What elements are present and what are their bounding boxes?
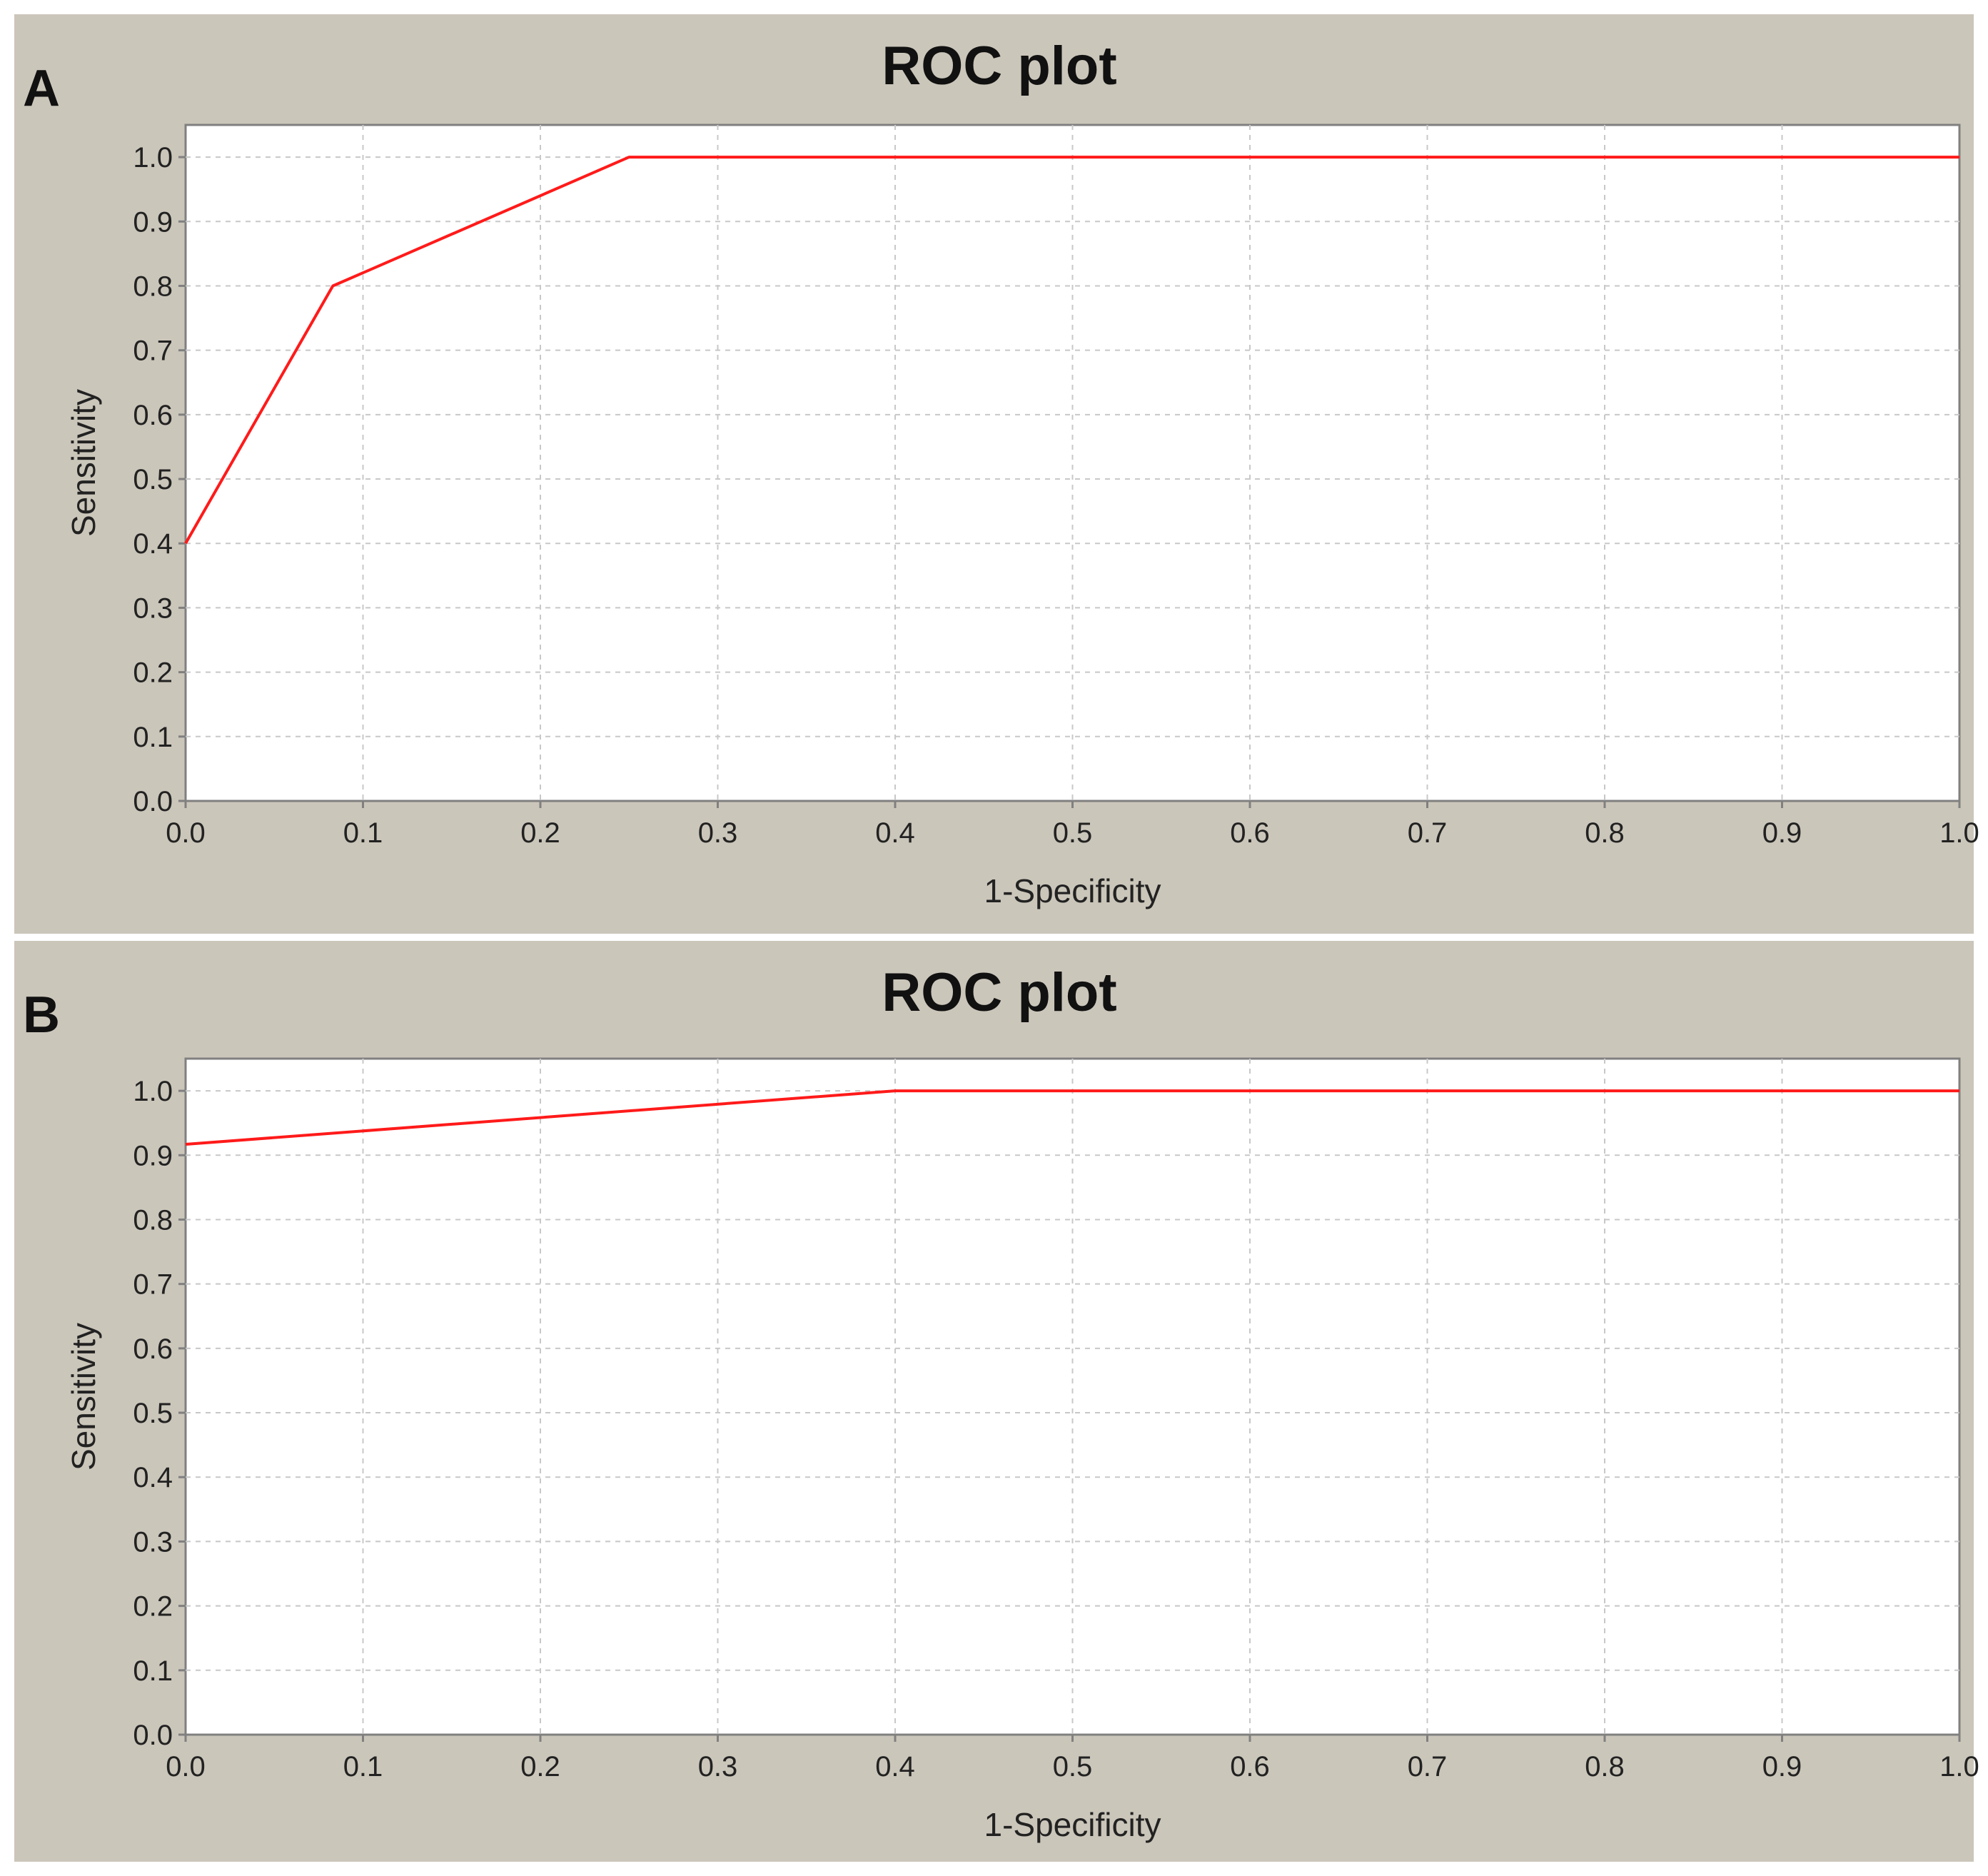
x-tick-label: 0.0: [166, 817, 206, 849]
x-tick-label: 0.4: [875, 817, 915, 849]
y-tick-label: 0.7: [133, 1269, 173, 1301]
y-tick-label: 0.9: [133, 206, 173, 238]
x-tick-label: 0.7: [1408, 817, 1448, 849]
x-tick-label: 0.7: [1408, 1751, 1448, 1782]
x-tick-label: 0.1: [343, 817, 383, 849]
panel-label: A: [23, 60, 60, 117]
x-tick-label: 0.1: [343, 1751, 383, 1782]
x-tick-label: 0.0: [166, 1751, 206, 1782]
x-tick-label: 0.5: [1053, 817, 1093, 849]
panel-label: B: [23, 987, 60, 1044]
x-tick-label: 0.3: [698, 817, 738, 849]
y-tick-label: 0.9: [133, 1140, 173, 1171]
y-tick-label: 1.0: [133, 1076, 173, 1107]
y-tick-label: 0.4: [133, 1462, 173, 1493]
x-axis-label: 1-Specificity: [984, 872, 1161, 909]
x-tick-label: 0.5: [1053, 1751, 1093, 1782]
y-tick-label: 1.0: [133, 142, 173, 173]
x-tick-label: 0.2: [520, 1751, 560, 1782]
x-tick-label: 0.9: [1762, 817, 1802, 849]
panel-a: A ROC plot 0.0 0.1 0.2 0.3 0.4 0.5 0.6 0.7 0.8 0.9 1…: [14, 14, 1979, 934]
x-tick-label: 0.9: [1762, 1751, 1802, 1782]
roc-curve-line: [185, 1089, 1959, 1146]
chart-title: ROC plot: [882, 962, 1116, 1023]
y-tick-label: 0.3: [133, 1526, 173, 1558]
y-tick-label: 0.5: [133, 1398, 173, 1429]
x-tick-label: 0.8: [1585, 817, 1625, 849]
y-tick-label: 0.6: [133, 400, 173, 431]
x-tick-label: 1.0: [1939, 817, 1979, 849]
x-axis-label: 1-Specificity: [984, 1806, 1161, 1843]
y-tick-label: 0.8: [133, 1204, 173, 1236]
y-axis-label: Sensitivity: [65, 1323, 102, 1471]
x-tick-label: 0.2: [520, 817, 560, 849]
chart-title: ROC plot: [882, 36, 1116, 96]
x-tick-label: 0.6: [1230, 817, 1270, 849]
y-tick-label: 0.0: [133, 1720, 173, 1751]
x-tick-label: 1.0: [1939, 1751, 1979, 1782]
y-tick-label: 0.2: [133, 1591, 173, 1623]
y-tick-label: 0.7: [133, 336, 173, 367]
y-tick-label: 0.8: [133, 271, 173, 302]
panel-b: B ROC plot 0.0 0.1 0.2 0.3 0.4 0.5 0.6 0.7 0.8 0.9 1…: [14, 941, 1979, 1862]
y-tick-label: 0.5: [133, 464, 173, 495]
y-tick-label: 0.1: [133, 722, 173, 753]
y-tick-label: 0.1: [133, 1655, 173, 1687]
x-tick-label: 0.4: [875, 1751, 915, 1782]
y-axis-label: Sensitivity: [65, 389, 102, 537]
y-tick-label: 0.6: [133, 1333, 173, 1365]
x-tick-label: 0.3: [698, 1751, 738, 1782]
y-tick-label: 0.3: [133, 592, 173, 624]
x-tick-label: 0.6: [1230, 1751, 1270, 1782]
roc-curve-line: [184, 156, 1959, 545]
x-tick-label: 0.8: [1585, 1751, 1625, 1782]
y-tick-label: 0.4: [133, 528, 173, 560]
y-tick-label: 0.2: [133, 657, 173, 689]
y-tick-label: 0.0: [133, 786, 173, 817]
